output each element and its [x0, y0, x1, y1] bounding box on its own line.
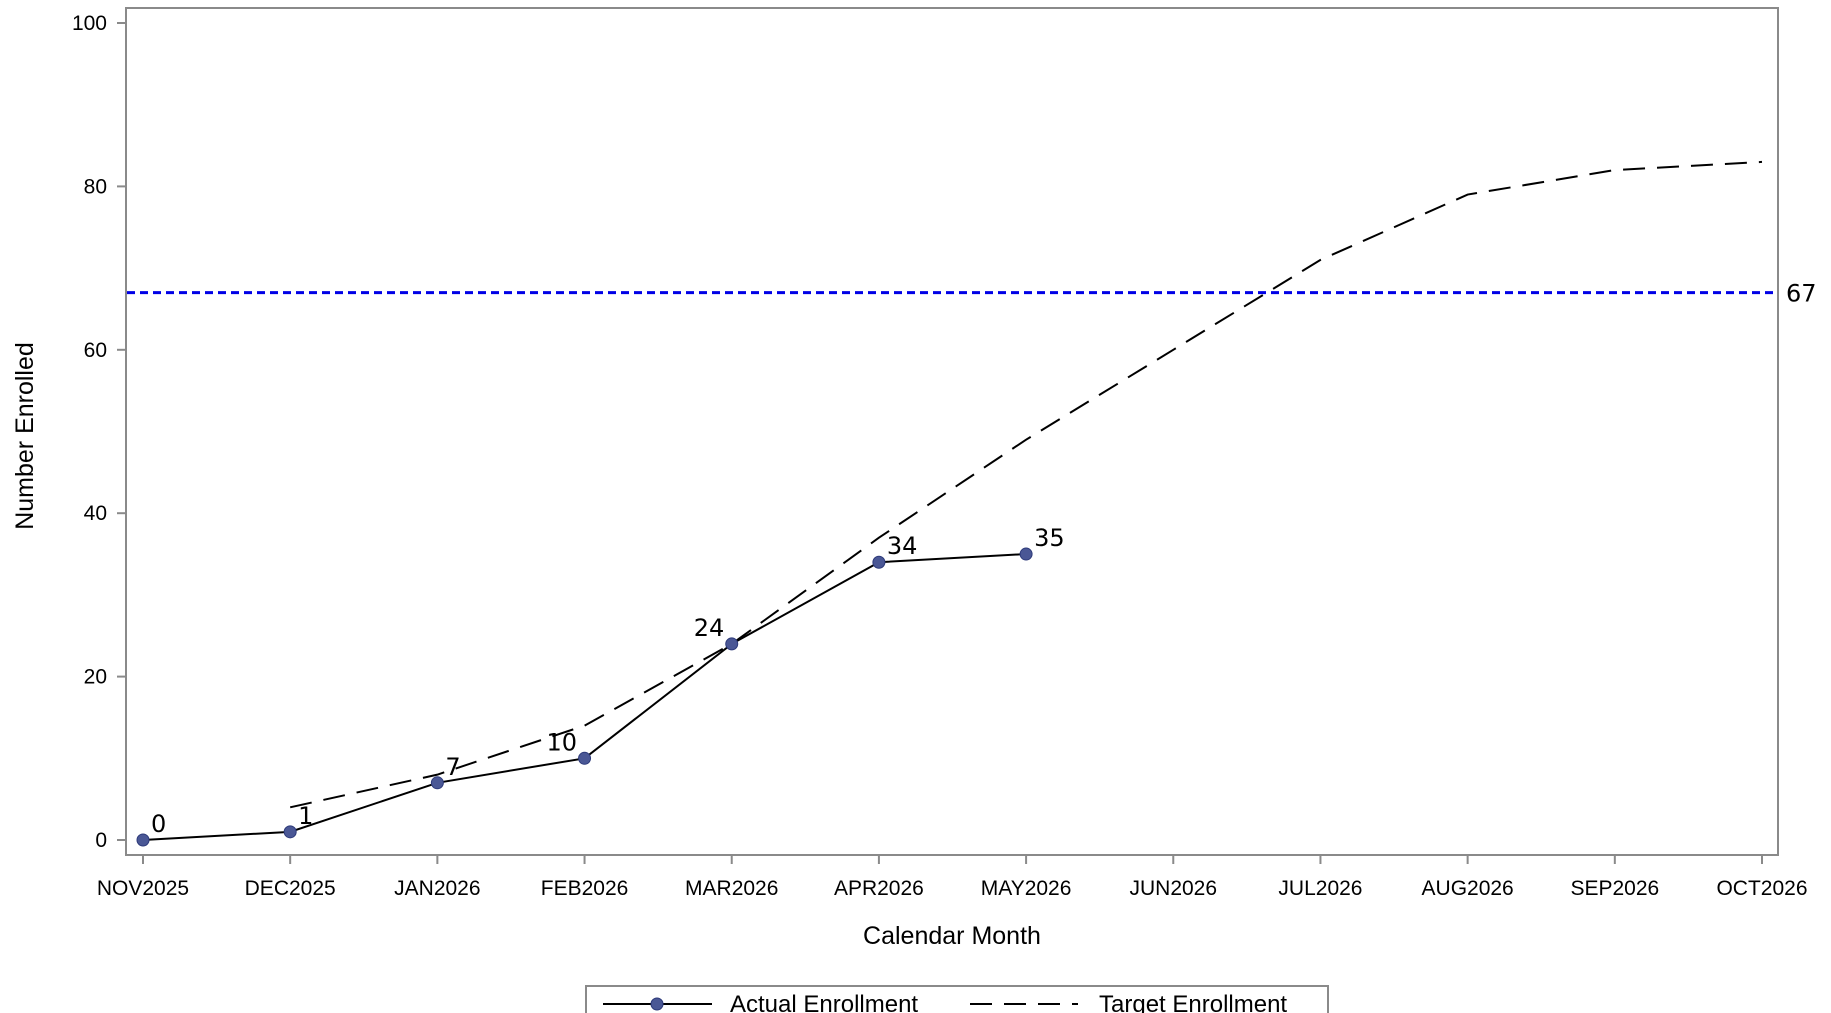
y-tick-label: 40: [84, 502, 107, 525]
y-tick-label: 20: [84, 666, 107, 689]
reference-line: 67: [127, 280, 1817, 308]
actual-data-label: 7: [445, 753, 460, 781]
actual-point: [283, 825, 297, 839]
plot-frame: [125, 7, 1779, 856]
actual-point: [725, 637, 739, 651]
x-tick-label: MAR2026: [685, 877, 778, 900]
actual-data-label: 34: [887, 532, 918, 560]
legend-frame: [585, 985, 1329, 1013]
legend-target-label: Target Enrollment: [1099, 991, 1287, 1013]
actual-point: [1019, 547, 1033, 561]
actual-point: [872, 555, 886, 569]
x-tick-label: JUL2026: [1278, 877, 1362, 900]
y-axis: 0 20 40 60 80 100: [72, 12, 126, 852]
x-tick-label: OCT2026: [1716, 877, 1807, 900]
x-tick-label: JAN2026: [394, 877, 480, 900]
x-tick-label: JUN2026: [1129, 877, 1217, 900]
x-axis-title: Calendar Month: [863, 922, 1041, 950]
x-tick-label: SEP2026: [1570, 877, 1659, 900]
actual-point: [578, 751, 592, 765]
data-labels: 0 1 7 10 24 34 35: [151, 524, 1065, 838]
y-tick-label: 60: [84, 339, 107, 362]
y-tick-label: 80: [84, 175, 107, 198]
reference-line-label: 67: [1786, 280, 1817, 308]
y-axis-title: Number Enrolled: [11, 342, 39, 530]
actual-data-label: 35: [1034, 524, 1065, 552]
actual-enrollment-line: [142, 553, 1027, 841]
legend-actual-marker: [650, 997, 664, 1011]
actual-data-label: 1: [298, 802, 313, 830]
x-tick-label: DEC2025: [245, 877, 336, 900]
actual-point: [430, 776, 444, 790]
x-tick-label: FEB2026: [541, 877, 629, 900]
series-layer: [136, 160, 1763, 847]
x-tick-label: AUG2026: [1422, 877, 1514, 900]
actual-point: [136, 833, 150, 847]
y-tick-label: 100: [72, 12, 107, 35]
x-tick-label: MAY2026: [981, 877, 1072, 900]
actual-data-label: 0: [151, 810, 166, 838]
actual-data-label: 24: [694, 614, 725, 642]
legend: Actual Enrollment Target Enrollment: [585, 985, 1329, 1013]
x-axis: NOV2025 DEC2025 JAN2026 FEB2026 MAR2026 APR20…: [97, 855, 1808, 900]
legend-actual-label: Actual Enrollment: [730, 991, 918, 1013]
target-enrollment-line: [289, 160, 1763, 809]
actual-data-label: 10: [547, 728, 578, 756]
x-tick-label: NOV2025: [97, 877, 189, 900]
x-tick-label: APR2026: [834, 877, 924, 900]
y-tick-label: 0: [95, 829, 107, 852]
